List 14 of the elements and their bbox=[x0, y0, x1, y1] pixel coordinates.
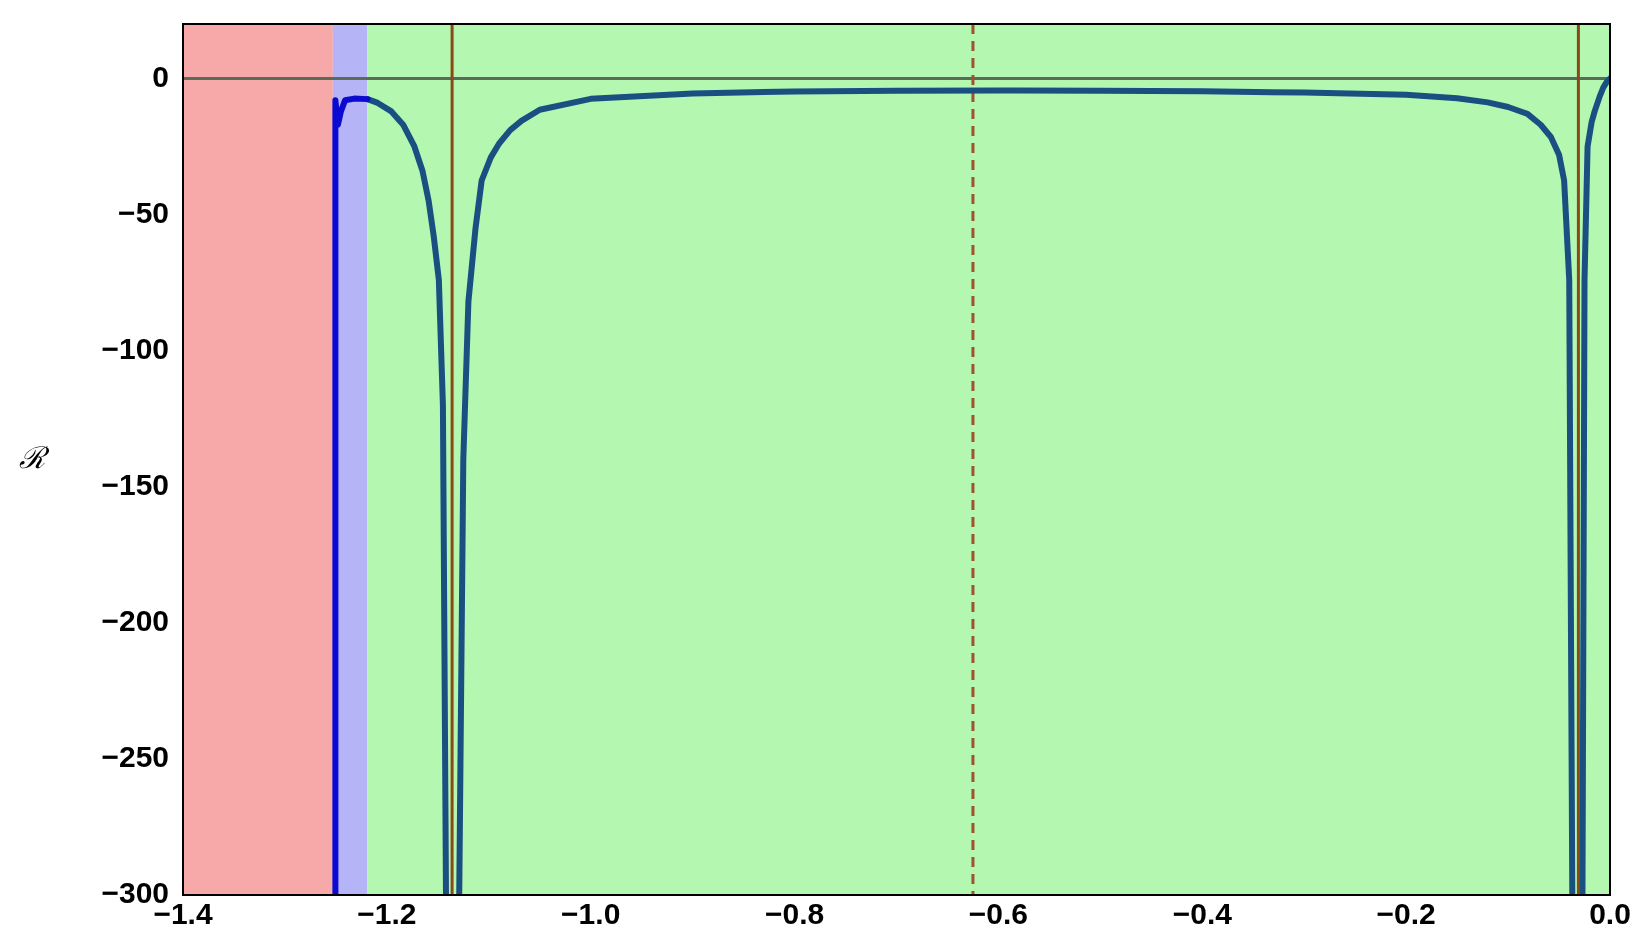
y-axis-title: ℛ bbox=[19, 440, 50, 474]
x-tick-label: −1.2 bbox=[357, 897, 417, 931]
y-tick-label: −250 bbox=[101, 740, 169, 774]
y-tick-label: 0 bbox=[152, 59, 169, 93]
y-tick-label: −100 bbox=[101, 331, 169, 365]
y-tick-label: −150 bbox=[101, 467, 169, 501]
x-tick-label: −0.2 bbox=[1376, 897, 1436, 931]
x-tick-label: −0.6 bbox=[968, 897, 1029, 931]
x-tick-label: −0.8 bbox=[764, 897, 825, 931]
x-tick-label: −0.4 bbox=[1172, 897, 1233, 931]
y-tick-label: −200 bbox=[101, 604, 169, 638]
x-tick-label: −1.0 bbox=[561, 897, 621, 931]
x-tick-label: 0.0 bbox=[1589, 897, 1631, 931]
y-tick-label: −50 bbox=[118, 195, 169, 229]
